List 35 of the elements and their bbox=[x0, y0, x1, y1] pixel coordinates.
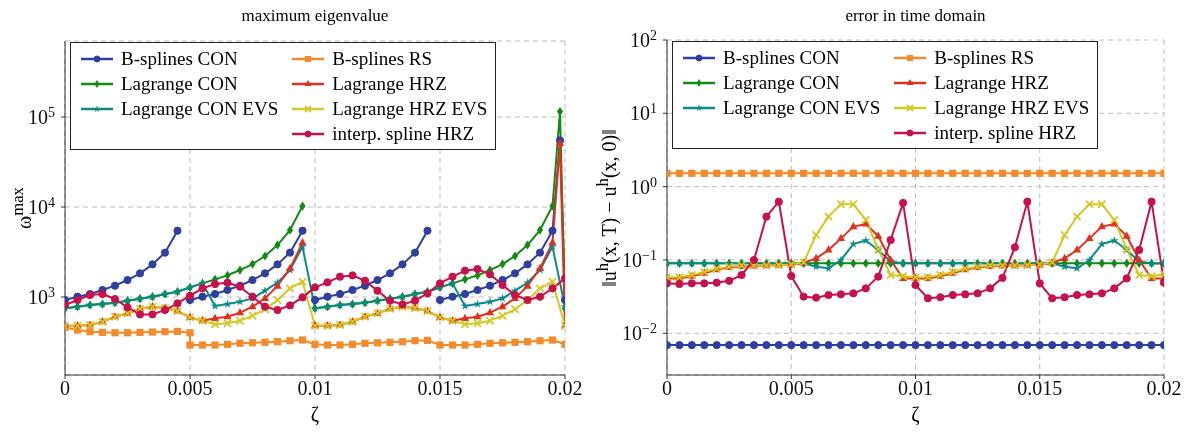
x-tick-label: 0.005 bbox=[768, 377, 814, 400]
legend-label: Lagrange CON bbox=[121, 72, 238, 95]
y-tick-label: 10$^{0}$ bbox=[630, 174, 657, 198]
y-tick-label: 10$^{1}$ bbox=[630, 100, 657, 125]
legend-label: interp. spline HRZ bbox=[934, 121, 1077, 144]
x-tick-label: 0.02 bbox=[547, 377, 583, 400]
legend-label: Lagrange HRZ EVS bbox=[934, 96, 1090, 119]
legend-label: Lagrange CON EVS bbox=[723, 96, 881, 119]
y-tick-label: 10$^{3}$ bbox=[28, 284, 55, 309]
legend-label: B-splines CON bbox=[121, 47, 238, 70]
x-tick-label: 0.015 bbox=[1017, 377, 1063, 400]
legend-label: B-splines CON bbox=[723, 46, 840, 69]
legend-label: B-splines RS bbox=[332, 47, 433, 70]
x-tick-label: 0.01 bbox=[297, 377, 333, 400]
x-tick-label: 0 bbox=[662, 377, 672, 400]
y-tick-label: 10$^{5}$ bbox=[28, 104, 55, 129]
legend-label: Lagrange HRZ bbox=[332, 72, 447, 95]
x-tick-label: 0.02 bbox=[1146, 377, 1182, 400]
legend-label: Lagrange HRZ EVS bbox=[332, 97, 488, 120]
x-tick-label: 0.01 bbox=[898, 377, 933, 400]
x-axis-title: ζ bbox=[910, 403, 921, 426]
x-tick-label: 0.005 bbox=[167, 377, 213, 400]
legend-label: Lagrange HRZ bbox=[934, 71, 1049, 94]
y-tick-label: 10$^{−2}$ bbox=[622, 320, 657, 345]
legend-label: interp. spline HRZ bbox=[332, 122, 475, 145]
y-tick-label: 10$^{−1}$ bbox=[622, 247, 657, 271]
x-axis-title: ζ bbox=[309, 403, 321, 426]
chart-title: error in time domain bbox=[844, 6, 987, 26]
x-tick-label: 0 bbox=[60, 377, 70, 400]
legend-label: Lagrange CON EVS bbox=[121, 97, 279, 120]
y-tick-label: 10$^{2}$ bbox=[630, 27, 657, 51]
legend-label: B-splines RS bbox=[934, 46, 1035, 69]
chart-title: maximum eigenvalue bbox=[240, 6, 390, 26]
x-tick-label: 0.015 bbox=[417, 377, 463, 400]
legend-label: Lagrange CON bbox=[723, 71, 840, 94]
